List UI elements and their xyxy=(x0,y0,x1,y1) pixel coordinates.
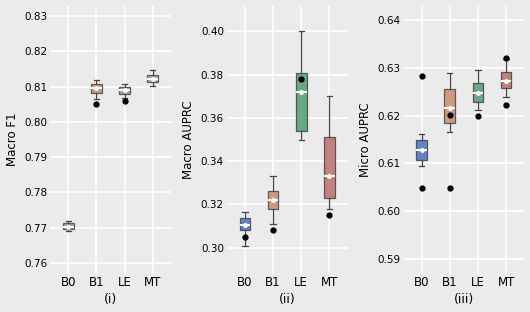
PathPatch shape xyxy=(147,76,158,82)
PathPatch shape xyxy=(296,73,307,131)
X-axis label: (i): (i) xyxy=(104,294,117,306)
X-axis label: (ii): (ii) xyxy=(279,294,296,306)
Y-axis label: Macro F1: Macro F1 xyxy=(5,113,19,166)
X-axis label: (iii): (iii) xyxy=(454,294,474,306)
PathPatch shape xyxy=(91,84,102,93)
PathPatch shape xyxy=(119,87,130,95)
Y-axis label: Macro AUPRC: Macro AUPRC xyxy=(182,100,195,179)
PathPatch shape xyxy=(445,89,455,123)
PathPatch shape xyxy=(416,140,427,160)
PathPatch shape xyxy=(240,218,250,230)
PathPatch shape xyxy=(473,83,483,102)
PathPatch shape xyxy=(324,137,335,198)
PathPatch shape xyxy=(268,191,278,209)
PathPatch shape xyxy=(63,223,74,229)
Y-axis label: Micro AUPRC: Micro AUPRC xyxy=(359,102,372,177)
PathPatch shape xyxy=(501,71,511,88)
